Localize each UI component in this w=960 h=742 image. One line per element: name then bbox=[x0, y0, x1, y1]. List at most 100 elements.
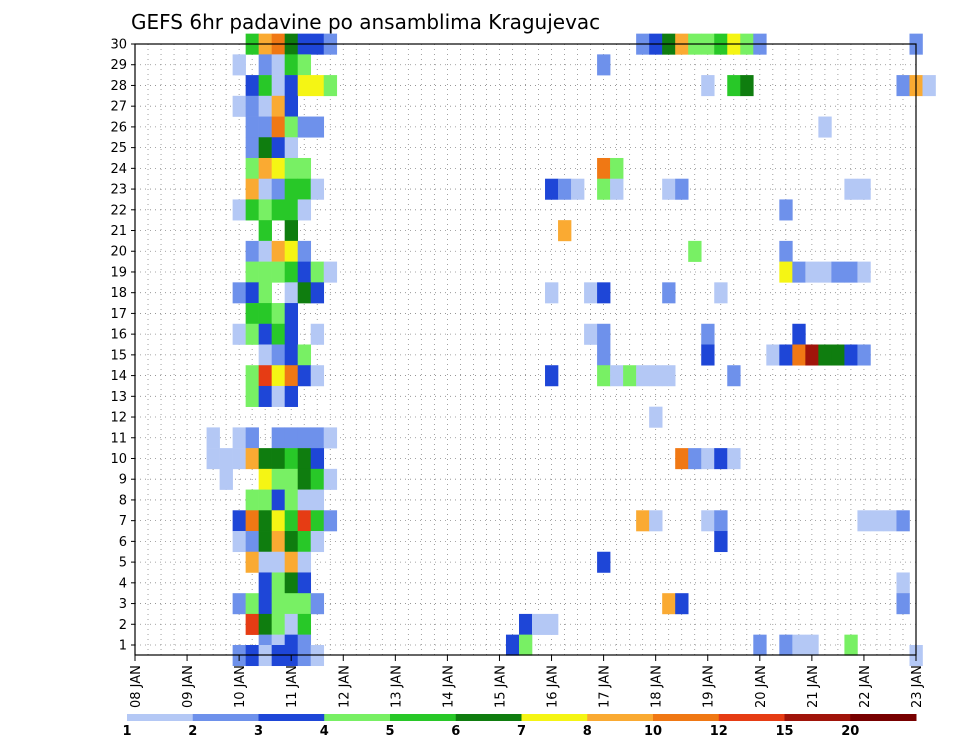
heatmap-cell bbox=[284, 613, 299, 635]
heatmap-cell bbox=[805, 344, 819, 366]
heatmap-cell bbox=[271, 95, 285, 117]
y-tick-label: 24 bbox=[110, 162, 127, 177]
heatmap-cell bbox=[844, 344, 858, 366]
x-tick-label: 15 JAN bbox=[493, 665, 508, 708]
y-tick-label: 7 bbox=[119, 514, 127, 529]
heatmap-cell bbox=[597, 178, 611, 200]
y-tick-label: 2 bbox=[119, 618, 127, 633]
chart-title: GEFS 6hr padavine po ansamblima Kragujev… bbox=[131, 10, 600, 34]
x-tick-label: 23 JAN bbox=[910, 665, 925, 708]
heatmap-cell bbox=[857, 261, 871, 283]
heatmap-cell bbox=[701, 344, 715, 366]
colorbar-swatch bbox=[718, 714, 785, 721]
heatmap-cell bbox=[232, 510, 246, 532]
heatmap-cell bbox=[284, 220, 299, 242]
heatmap-cell bbox=[284, 199, 299, 221]
heatmap-cell bbox=[545, 282, 559, 304]
heatmap-cell bbox=[271, 365, 285, 387]
heatmap-cell bbox=[597, 551, 611, 573]
heatmap-cell bbox=[245, 427, 259, 449]
y-tick-label: 26 bbox=[110, 120, 127, 135]
x-tick-label: 21 JAN bbox=[806, 665, 821, 708]
heatmap-cell bbox=[297, 178, 312, 200]
heatmap-cell bbox=[584, 282, 598, 304]
heatmap-cell bbox=[688, 240, 702, 262]
heatmap-cell bbox=[518, 613, 533, 635]
heatmap-cell bbox=[271, 54, 285, 76]
heatmap-cell bbox=[258, 178, 272, 200]
colorbar-swatch bbox=[324, 714, 391, 721]
heatmap-cell bbox=[284, 551, 299, 573]
heatmap-cell bbox=[271, 448, 285, 470]
colorbar-label: 2 bbox=[188, 724, 197, 739]
heatmap-cell bbox=[896, 510, 910, 532]
heatmap-cell bbox=[245, 240, 259, 262]
heatmap-cell bbox=[271, 427, 285, 449]
x-tick-label: 11 JAN bbox=[285, 665, 300, 708]
heatmap-cell bbox=[310, 116, 325, 138]
heatmap-cell bbox=[701, 448, 715, 470]
heatmap-cell bbox=[271, 261, 285, 283]
heatmap-cell bbox=[297, 344, 312, 366]
heatmap-cell bbox=[649, 365, 663, 387]
heatmap-cell bbox=[727, 75, 741, 97]
heatmap-cell bbox=[245, 613, 259, 635]
heatmap-cell bbox=[779, 634, 793, 656]
x-tick-label: 19 JAN bbox=[702, 665, 717, 708]
heatmap-cell bbox=[245, 385, 259, 407]
y-tick-label: 3 bbox=[119, 597, 127, 612]
heatmap-cell bbox=[623, 365, 637, 387]
heatmap-cell bbox=[258, 199, 272, 221]
heatmap-cell bbox=[284, 157, 299, 180]
heatmap-cell bbox=[323, 510, 338, 532]
heatmap-cell bbox=[831, 344, 845, 366]
heatmap-cell bbox=[245, 157, 259, 180]
heatmap-cell bbox=[610, 178, 624, 200]
y-tick-label: 30 bbox=[110, 38, 127, 53]
heatmap-cell bbox=[883, 510, 897, 532]
heatmap-cell bbox=[219, 468, 233, 490]
heatmap-cell bbox=[245, 95, 259, 117]
x-tick-label: 16 JAN bbox=[546, 665, 561, 708]
heatmap-cell bbox=[258, 531, 272, 553]
heatmap-cell bbox=[714, 448, 728, 470]
y-tick-label: 29 bbox=[110, 58, 127, 73]
y-axis: 1234567891011121314151617181920212223242… bbox=[110, 38, 135, 654]
colorbar-swatch bbox=[127, 714, 194, 721]
heatmap-cell bbox=[284, 365, 299, 387]
heatmap-cell bbox=[258, 344, 272, 366]
heatmap-cell bbox=[545, 613, 559, 635]
heatmap-cell bbox=[310, 261, 325, 283]
heatmap-cell bbox=[284, 344, 299, 366]
colorbar-label: 12 bbox=[710, 724, 728, 739]
heatmap-cell bbox=[271, 344, 285, 366]
y-tick-label: 11 bbox=[110, 431, 127, 446]
heatmap-cell bbox=[310, 510, 325, 532]
heatmap-cell bbox=[675, 178, 689, 200]
heatmap-cell bbox=[258, 323, 272, 345]
heatmap-cell bbox=[271, 468, 285, 490]
heatmap-cell bbox=[297, 593, 312, 615]
heatmap-cell bbox=[818, 261, 832, 283]
colorbar-label: 7 bbox=[517, 724, 526, 739]
heatmap-cell bbox=[675, 593, 689, 615]
heatmap-cell bbox=[271, 178, 285, 200]
heatmap-cell bbox=[245, 510, 259, 532]
heatmap-cell bbox=[284, 427, 299, 449]
heatmap-cell bbox=[232, 199, 246, 221]
heatmap-cell bbox=[284, 510, 299, 532]
heatmap-cell bbox=[779, 240, 793, 262]
heatmap-cell bbox=[258, 448, 272, 470]
heatmap-cell bbox=[701, 323, 715, 345]
heatmap-cell bbox=[284, 489, 299, 511]
heatmap-cell bbox=[284, 593, 299, 615]
heatmap-cell bbox=[597, 157, 611, 180]
y-tick-label: 1 bbox=[119, 639, 127, 654]
heatmap-cell bbox=[297, 116, 312, 138]
heatmap-cell bbox=[310, 75, 325, 97]
heatmap-cell bbox=[258, 510, 272, 532]
heatmap-cell bbox=[271, 157, 285, 180]
y-tick-label: 15 bbox=[110, 348, 127, 363]
colorbar-label: 5 bbox=[385, 724, 394, 739]
